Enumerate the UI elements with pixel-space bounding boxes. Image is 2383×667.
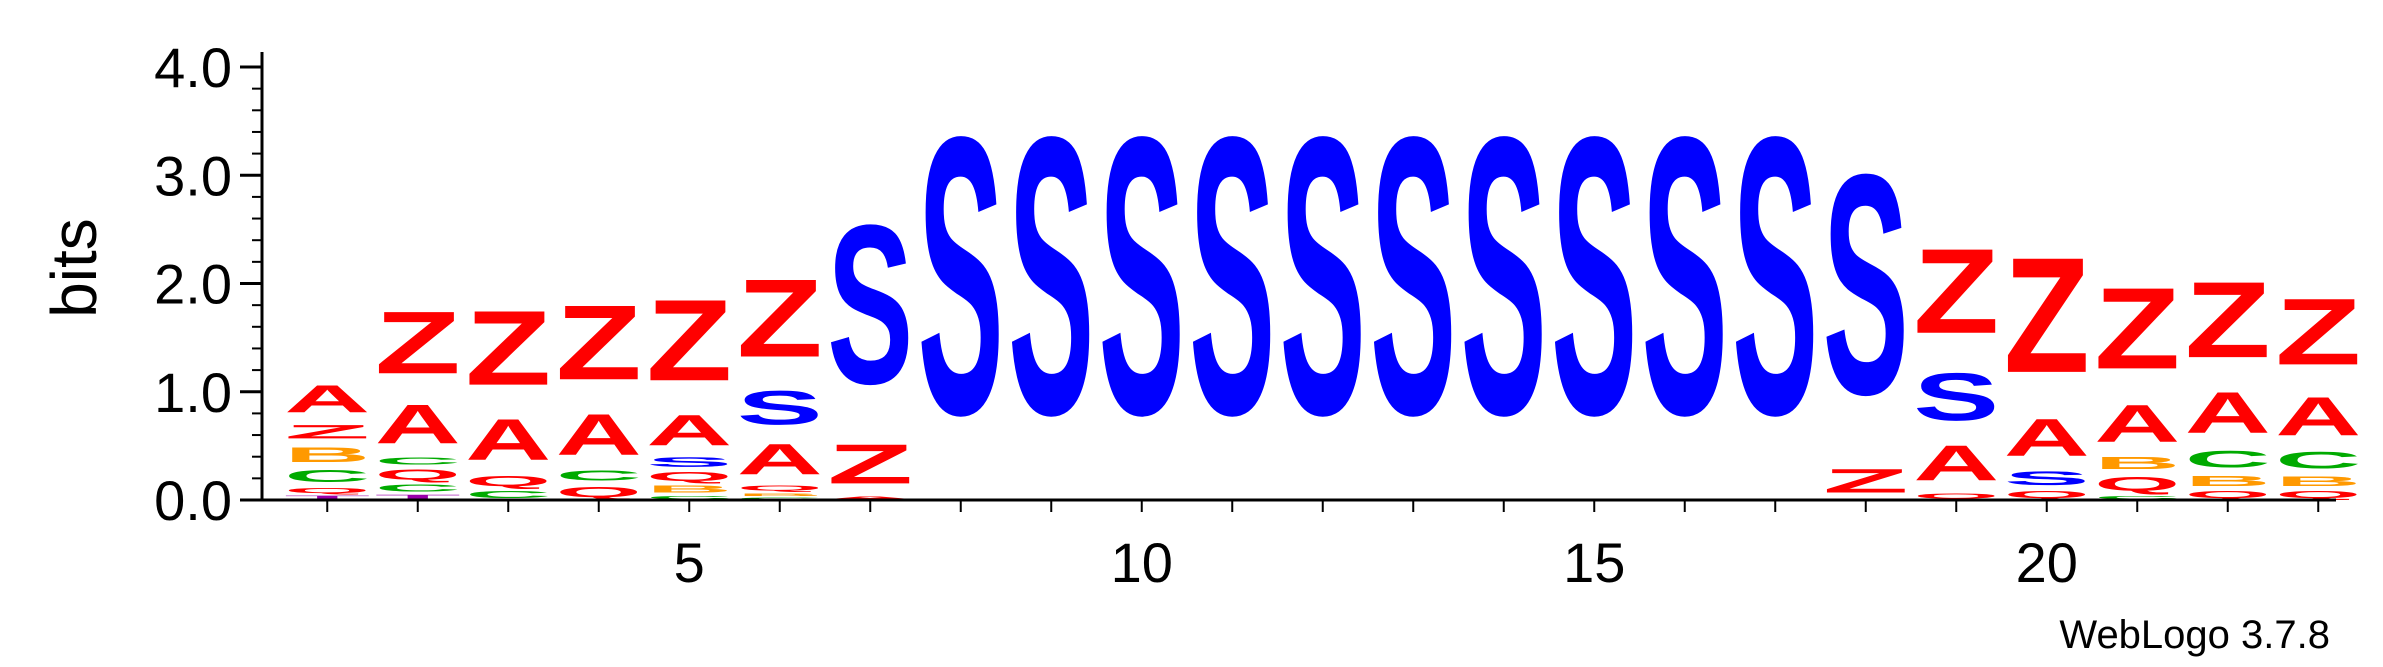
x-tick-label: 15 bbox=[1563, 531, 1625, 594]
logo-glyph-b: B bbox=[2275, 474, 2361, 489]
logo-glyph-b: B bbox=[2094, 454, 2180, 473]
logo-glyph-z: Z bbox=[2004, 225, 2090, 408]
logo-glyph-z: Z bbox=[646, 276, 732, 405]
logo-glyph-a: A bbox=[2185, 380, 2271, 445]
x-tick-label: 20 bbox=[2016, 531, 2078, 594]
logo-glyph-q: Q bbox=[737, 484, 823, 493]
logo-glyph-s: S bbox=[1823, 109, 1909, 460]
logo-glyph-c: C bbox=[737, 497, 823, 500]
logo-glyph-a: A bbox=[465, 408, 551, 473]
y-tick-label: 4.0 bbox=[154, 36, 232, 99]
logo-glyph-a: A bbox=[2094, 394, 2180, 453]
logo-glyph-z: Z bbox=[465, 289, 551, 407]
logo-glyph-z: Z bbox=[1823, 462, 1909, 500]
logo-glyph-q: Q bbox=[2094, 473, 2180, 495]
logo-glyph-s: S bbox=[1732, 55, 1818, 497]
logo-glyph-s: S bbox=[737, 381, 823, 435]
logo-glyph-b: B bbox=[737, 492, 823, 496]
logo-glyph-s: S bbox=[646, 455, 732, 470]
logo-glyph-s: S bbox=[1461, 55, 1547, 497]
logo-glyph-s: S bbox=[1099, 55, 1185, 497]
y-tick-label: 1.0 bbox=[154, 361, 232, 424]
logo-glyph-q: Q bbox=[556, 484, 642, 500]
logo-glyph-z: Z bbox=[737, 256, 823, 380]
logo-glyph-a: A bbox=[646, 406, 732, 455]
logo-glyph-q: Q bbox=[375, 466, 461, 482]
logo-glyph-c: C bbox=[556, 467, 642, 483]
logo-glyph-c: C bbox=[2275, 447, 2361, 474]
logo-glyph-s: S bbox=[1913, 359, 1999, 435]
logo-glyph-z: Z bbox=[375, 292, 461, 392]
logo-glyph-t: T bbox=[375, 494, 461, 500]
logo-glyph-a: A bbox=[827, 496, 913, 500]
logo-glyph-a: A bbox=[737, 435, 823, 484]
y-tick-label: 3.0 bbox=[154, 144, 232, 207]
logo-glyph-c: C bbox=[465, 489, 551, 500]
logo-glyph-q: Q bbox=[2275, 489, 2361, 500]
logo-glyph-q: Q bbox=[2185, 489, 2271, 500]
logo-glyph-z: Z bbox=[827, 433, 913, 496]
logo-glyph-c: C bbox=[375, 483, 461, 494]
logo-glyph-a: A bbox=[2004, 408, 2090, 467]
logo-glyph-q: Q bbox=[646, 470, 732, 484]
logo-glyph-s: S bbox=[2004, 468, 2090, 490]
logo-glyph-a: A bbox=[284, 378, 370, 421]
x-tick-label: 10 bbox=[1111, 531, 1173, 594]
logo-glyph-a: A bbox=[2275, 385, 2361, 447]
logo-glyph-s: S bbox=[1280, 55, 1366, 497]
x-tick-label: 5 bbox=[674, 531, 705, 594]
logo-glyph-s: S bbox=[1551, 55, 1637, 497]
logo-glyph-s: S bbox=[1370, 55, 1456, 497]
logo-glyph-c: C bbox=[2094, 495, 2180, 500]
logo-glyph-z: Z bbox=[1913, 223, 1999, 358]
logo-glyph-a: A bbox=[375, 393, 461, 456]
logo-glyph-t: T bbox=[284, 495, 370, 500]
logo-glyph-s: S bbox=[1642, 55, 1728, 497]
footer-credit: WebLogo 3.7.8 bbox=[2059, 613, 2330, 657]
logo-glyph-z: Z bbox=[556, 284, 642, 402]
logo-glyph-s: S bbox=[827, 179, 913, 432]
logo-glyph-c: C bbox=[375, 456, 461, 467]
logo-glyph-a: A bbox=[1913, 435, 1999, 491]
y-tick-label: 0.0 bbox=[154, 469, 232, 532]
y-tick-label: 2.0 bbox=[154, 253, 232, 316]
logo-glyph-c: C bbox=[284, 467, 370, 486]
logo-glyph-z: Z bbox=[2185, 259, 2271, 381]
logo-glyph-q: Q bbox=[2004, 489, 2090, 500]
axis-layer: 0.0 1.0 2.0 3.0 4.0 5 10 15 20 bbox=[154, 36, 2336, 594]
logo-glyph-s: S bbox=[918, 55, 1004, 497]
logo-glyph-q: Q bbox=[465, 473, 551, 489]
logo-glyph-s: S bbox=[1189, 55, 1275, 497]
logo-glyph-s: S bbox=[1008, 55, 1094, 497]
logo-glyph-b: B bbox=[2185, 473, 2271, 489]
logo-glyph-b: B bbox=[646, 484, 732, 495]
logo-glyph-c: C bbox=[646, 495, 732, 500]
logo-glyph-b: B bbox=[284, 443, 370, 467]
logo-glyph-z: Z bbox=[2094, 264, 2180, 393]
logo-glyph-z: Z bbox=[284, 421, 370, 443]
logo-glyph-q: Q bbox=[284, 486, 370, 495]
logo-glyph-z: Z bbox=[2275, 279, 2361, 385]
logo-glyph-c: C bbox=[2185, 446, 2271, 473]
y-axis-label: bits bbox=[38, 218, 110, 318]
logo-glyph-a: A bbox=[556, 402, 642, 467]
logo-glyph-q: Q bbox=[1913, 491, 1999, 500]
